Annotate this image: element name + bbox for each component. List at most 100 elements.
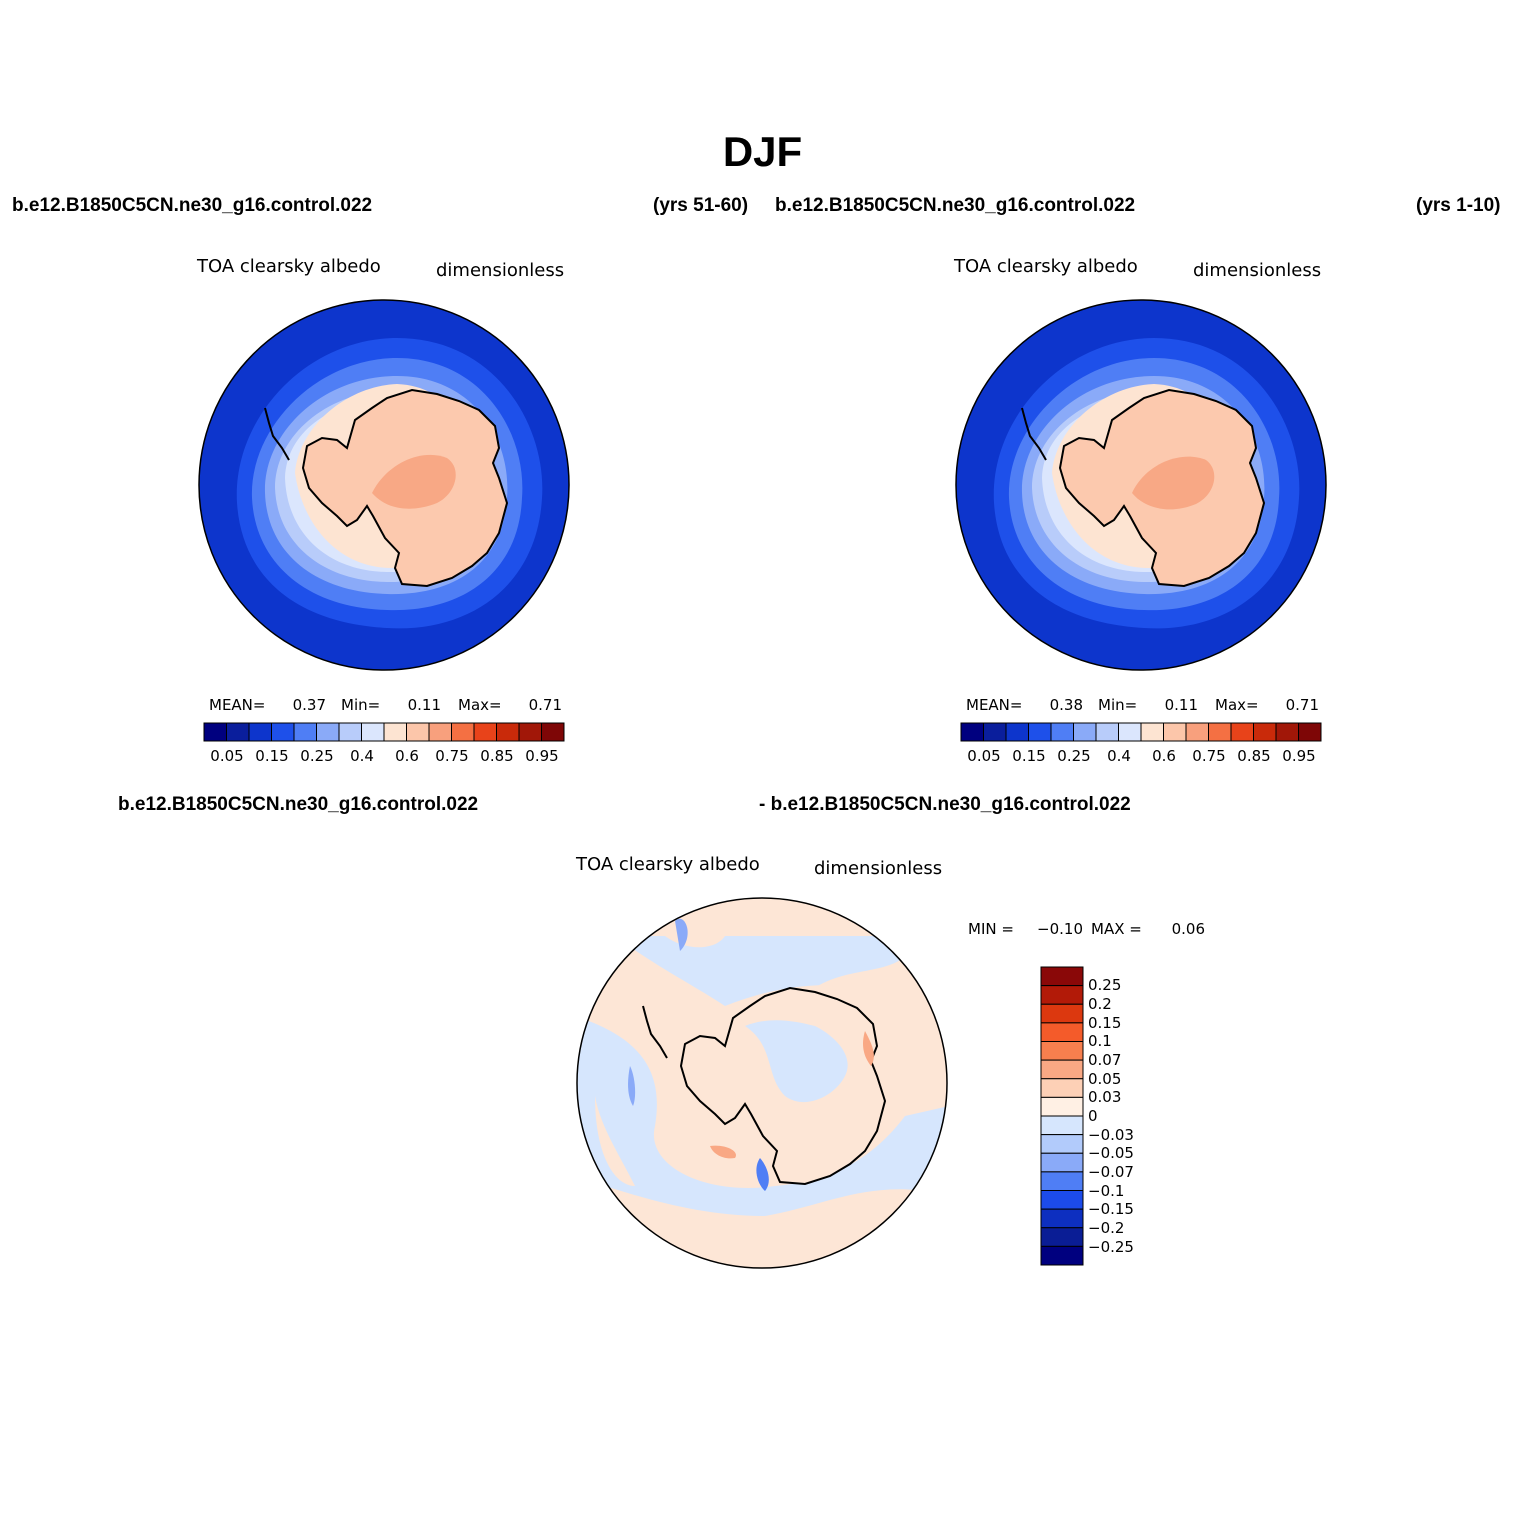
panel1-max-value: 0.71: [528, 696, 562, 714]
colorbar-swatch: [1005, 722, 1029, 742]
colorbar-swatch: [248, 722, 272, 742]
panel2-max-value: 0.71: [1285, 696, 1319, 714]
panel3-colorbar-tick: 0.05: [1088, 1070, 1122, 1088]
panel2-units: dimensionless: [1193, 260, 1322, 281]
panel3-case-b: - b.e12.B1850C5CN.ne30_g16.control.022: [759, 794, 1131, 815]
colorbar-swatch: [1140, 722, 1164, 742]
panel3-colorbar-tick: −0.25: [1088, 1238, 1134, 1256]
colorbar-swatch: [1253, 722, 1277, 742]
colorbar-swatch: [496, 722, 520, 742]
colorbar-swatch: [1040, 1152, 1084, 1173]
colorbar-swatch: [1040, 1022, 1084, 1042]
colorbar-swatch: [1028, 722, 1052, 742]
colorbar-swatch: [518, 722, 542, 742]
panel1-colorbar-tick: 0.25: [300, 747, 334, 765]
colorbar-swatch: [1040, 1003, 1084, 1024]
panel3-colorbar-tick: −0.1: [1088, 1182, 1125, 1200]
panel2-case-name: b.e12.B1850C5CN.ne30_g16.control.022: [775, 195, 1136, 216]
colorbar-swatch: [338, 722, 362, 742]
panel1-mean-value: 0.37: [292, 696, 326, 714]
panel2-colorbar-tick: 0.15: [1012, 747, 1046, 765]
colorbar-swatch: [1040, 1190, 1084, 1210]
colorbar-swatch: [1040, 1227, 1084, 1247]
panel3-colorbar-tick: 0.15: [1088, 1014, 1122, 1032]
panel3-colorbar-tick: 0.07: [1088, 1051, 1122, 1069]
panel3-min-value: −0.10: [1037, 920, 1083, 938]
colorbar-swatch: [361, 722, 385, 742]
panel2-min-value: 0.11: [1164, 696, 1198, 714]
panel2-mean-value: 0.38: [1049, 696, 1083, 714]
colorbar-swatch: [1073, 722, 1097, 742]
colorbar-swatch: [1050, 722, 1074, 742]
panel3-variable-title: TOA clearsky albedo: [576, 854, 760, 875]
colorbar-swatch: [203, 722, 227, 742]
panel1-min-value: 0.11: [407, 696, 441, 714]
colorbar-swatch: [1040, 1134, 1084, 1154]
colorbar-swatch: [451, 722, 475, 742]
colorbar-swatch: [1095, 722, 1119, 742]
panel1-colorbar-tick: 0.75: [435, 747, 469, 765]
panel2-colorbar-tick: 0.6: [1152, 747, 1176, 765]
panel1-min-label: Min=: [341, 696, 381, 714]
panel2-years: (yrs 1-10): [1416, 195, 1501, 216]
figure-title: DJF: [722, 128, 803, 175]
panel3-units: dimensionless: [814, 858, 943, 879]
colorbar-swatch: [1040, 1245, 1084, 1266]
panel3-colorbar: [1040, 966, 1084, 1266]
panel1-variable-title: TOA clearsky albedo: [197, 256, 381, 277]
colorbar-swatch: [406, 722, 430, 742]
colorbar-swatch: [1040, 1171, 1084, 1191]
colorbar-swatch: [1208, 722, 1232, 742]
panel3-colorbar-tick: 0.25: [1088, 976, 1122, 994]
panel3-difference-map: [576, 897, 948, 1269]
panel3-max-value: 0.06: [1171, 920, 1205, 938]
panel2-colorbar: [960, 722, 1322, 742]
panel3-colorbar-tick: −0.07: [1088, 1163, 1134, 1181]
colorbar-swatch: [271, 722, 295, 742]
colorbar-swatch: [1275, 722, 1299, 742]
panel3-colorbar-tick: −0.05: [1088, 1144, 1134, 1162]
colorbar-swatch: [383, 722, 407, 742]
panel3-colorbar-tick: 0: [1088, 1107, 1098, 1125]
panel2-mean-label: MEAN=: [966, 696, 1023, 714]
colorbar-swatch: [1040, 1096, 1084, 1117]
panel1-colorbar-tick: 0.4: [350, 747, 374, 765]
panel1-colorbar: [203, 722, 565, 742]
panel3-min-label: MIN =: [968, 920, 1014, 938]
colorbar-swatch: [1118, 722, 1142, 742]
panel1-colorbar-tick: 0.95: [525, 747, 559, 765]
colorbar-swatch: [316, 722, 340, 742]
colorbar-swatch: [1040, 1115, 1084, 1136]
colorbar-swatch: [293, 722, 317, 742]
panel3-colorbar-tick: 0.03: [1088, 1088, 1122, 1106]
panel1-years: (yrs 51-60): [653, 195, 749, 216]
panel3-case-a: b.e12.B1850C5CN.ne30_g16.control.022: [118, 794, 479, 815]
panel3-colorbar-tick: −0.2: [1088, 1219, 1125, 1237]
colorbar-swatch: [1230, 722, 1254, 742]
panel1-colorbar-tick: 0.6: [395, 747, 419, 765]
panel1-colorbar-tick: 0.85: [480, 747, 514, 765]
colorbar-swatch: [1185, 722, 1209, 742]
colorbar-swatch: [1040, 1078, 1084, 1098]
colorbar-swatch: [1040, 1059, 1084, 1080]
panel2-colorbar-tick: 0.95: [1282, 747, 1316, 765]
panel1-units: dimensionless: [436, 260, 565, 281]
panel2-max-label: Max=: [1215, 696, 1259, 714]
colorbar-swatch: [1298, 722, 1322, 742]
panel2-variable-title: TOA clearsky albedo: [954, 256, 1138, 277]
panel1-colorbar-tick: 0.05: [210, 747, 244, 765]
colorbar-swatch: [1040, 1208, 1084, 1229]
colorbar-swatch: [541, 722, 565, 742]
panel3-colorbar-tick: −0.15: [1088, 1200, 1134, 1218]
panel1-case-name: b.e12.B1850C5CN.ne30_g16.control.022: [12, 195, 373, 216]
colorbar-swatch: [983, 722, 1007, 742]
panel3-max-label: MAX =: [1091, 920, 1142, 938]
panel2-polar-map: [955, 299, 1327, 671]
panel1-polar-map: [198, 299, 570, 671]
panel3-colorbar-tick: 0.2: [1088, 995, 1112, 1013]
colorbar-swatch: [1040, 1041, 1084, 1061]
panel2-colorbar-tick: 0.75: [1192, 747, 1226, 765]
panel2-colorbar-tick: 0.05: [967, 747, 1001, 765]
panel2-colorbar-tick: 0.85: [1237, 747, 1271, 765]
colorbar-swatch: [1040, 966, 1084, 987]
